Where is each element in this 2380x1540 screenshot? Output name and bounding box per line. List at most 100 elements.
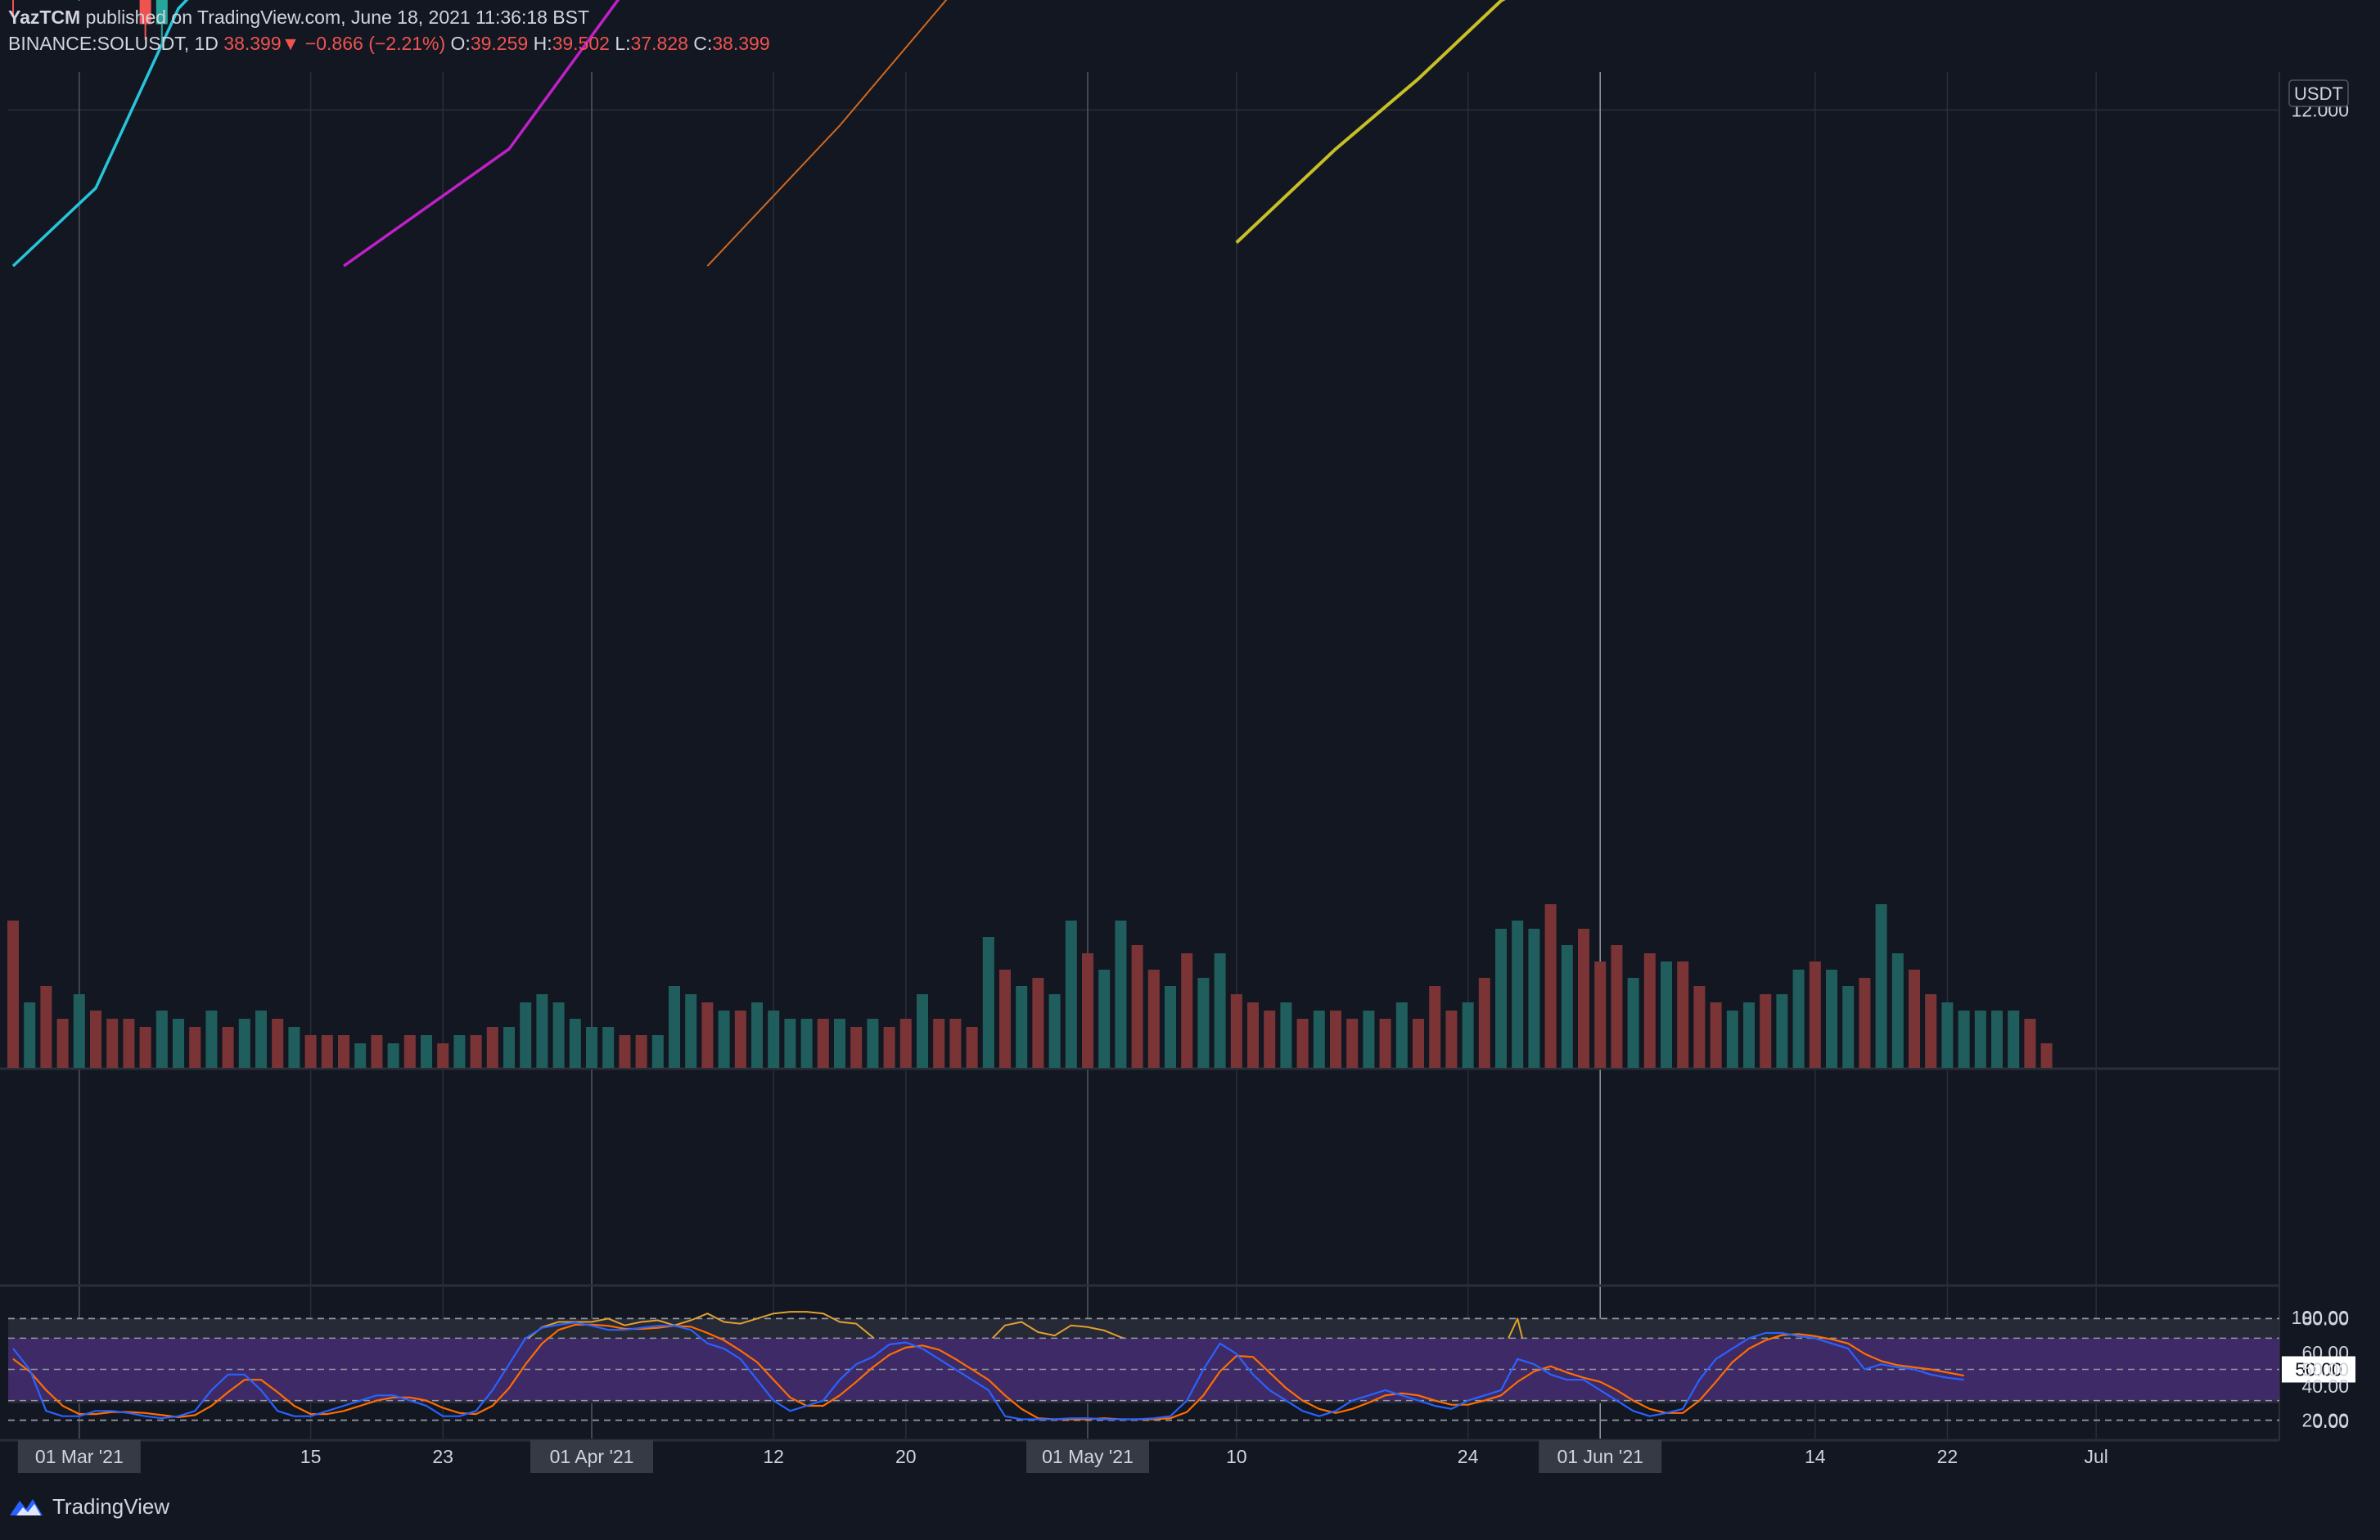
volume-bar [1115,921,1127,1068]
volume-bar [222,1027,234,1068]
volume-bar [387,1043,399,1068]
volume-bar [1611,945,1623,1068]
low-label: L: [615,33,631,54]
date-tick-label: 24 [1458,1446,1479,1467]
volume-bar [371,1035,383,1068]
published-text: published on TradingView.com, June 18, 2… [85,7,590,28]
volume-bar [867,1019,879,1068]
volume-bar [421,1035,432,1068]
ohlc-legend: BINANCE:SOLUSDT, 1D 38.399▼ −0.866 (−2.2… [8,33,770,55]
volume-bar [586,1027,597,1068]
volume-bar [139,1027,151,1068]
volume-bar [949,1019,962,1068]
rsi-tick-label: 20.00 [2301,1410,2349,1431]
stoch-tick-label: 50.00 [2301,1359,2349,1380]
high-label: H: [533,33,552,54]
volume-bar [354,1043,367,1068]
open-label: O: [450,33,471,54]
volume-bar [1859,978,1871,1068]
volume-bar [1974,1011,1986,1068]
symbol-label[interactable]: BINANCE:SOLUSDT, 1D [8,33,219,54]
date-tick-label: 01 Mar '21 [35,1446,124,1467]
tradingview-brand[interactable]: TradingView [8,1494,169,1520]
volume-bar [321,1035,333,1068]
volume-bar [503,1027,515,1068]
volume-bar [734,1011,746,1068]
volume-bar [106,1019,119,1068]
volume-bar [1131,945,1143,1068]
rsi-tick-label: 40.00 [2301,1376,2349,1397]
volume-bar [701,1002,714,1068]
volume-bar [56,1019,69,1068]
stoch-tick-label: 0.00 [2312,1411,2349,1432]
stoch-k-line [12,1322,1964,1421]
volume-bar [982,937,994,1068]
volume-bar [2008,1011,2020,1068]
publisher-name[interactable]: YazTCM [8,7,81,28]
volume-bar [1544,904,1557,1068]
volume-bar [1082,953,1093,1068]
date-tick-label: 01 Jun '21 [1557,1446,1643,1467]
volume-bar [338,1035,349,1068]
rsi-tick-label: 80.00 [2301,1308,2349,1329]
date-tick-label: 01 May '21 [1042,1446,1134,1467]
volume-bar [2024,1019,2036,1068]
volume-bar [651,1035,664,1068]
volume-bar [1561,945,1573,1068]
volume-bar [1809,961,1821,1068]
volume-bar [1528,929,1540,1068]
volume-bar [272,1019,284,1068]
brand-name: TradingView [52,1494,170,1519]
volume-bar [1197,978,1210,1068]
volume-bar [602,1027,615,1068]
date-tick-label: 15 [300,1446,322,1467]
volume-bar [470,1035,482,1068]
volume-bar [669,986,680,1068]
volume-bar [1826,970,1837,1068]
currency-label: USDT [2294,83,2343,104]
volume-bar [1264,1011,1276,1068]
close-label: C: [693,33,713,54]
rsi-badge [2282,1356,2355,1383]
volume-bar [619,1035,631,1068]
volume-bar [173,1019,184,1068]
volume-bar [817,1019,829,1068]
volume-bar [73,994,85,1068]
volume-bar [90,1011,101,1068]
volume-bar [1512,921,1524,1068]
volume-bar [1726,1011,1738,1068]
publication-line: YazTCM published on TradingView.com, Jun… [8,7,589,29]
volume-bar [800,1019,813,1068]
volume-bar [1165,986,1176,1068]
volume-bar [917,994,928,1068]
volume-bar [899,1019,912,1068]
volume-bar [1363,1011,1375,1068]
volume-bar [1677,961,1689,1068]
date-tick-label: 01 Apr '21 [550,1446,634,1467]
volume-bar [685,994,697,1068]
volume-bar [453,1035,466,1068]
last-price: 38.399 [223,33,282,54]
date-tick-label: Jul [2084,1446,2107,1467]
volume-bar [1230,994,1242,1068]
volume-bar [1643,953,1656,1068]
volume-bar [1792,970,1805,1068]
close-value: 38.399 [712,33,770,54]
volume-bar [552,1002,565,1068]
volume-bar [966,1027,978,1068]
volume-bar [304,1035,317,1068]
volume-bar [1594,961,1607,1068]
volume-bar [520,1002,532,1068]
volume-bar [1478,978,1490,1068]
open-value: 39.259 [470,33,529,54]
volume-bar [635,1035,647,1068]
volume-bar [1776,994,1788,1068]
volume-bar [1462,1002,1474,1068]
volume-bar [1875,904,1887,1068]
volume-bar [1958,1011,1970,1068]
volume-bar [1991,1011,2003,1068]
volume-bar [1214,953,1226,1068]
high-value: 39.502 [552,33,610,54]
